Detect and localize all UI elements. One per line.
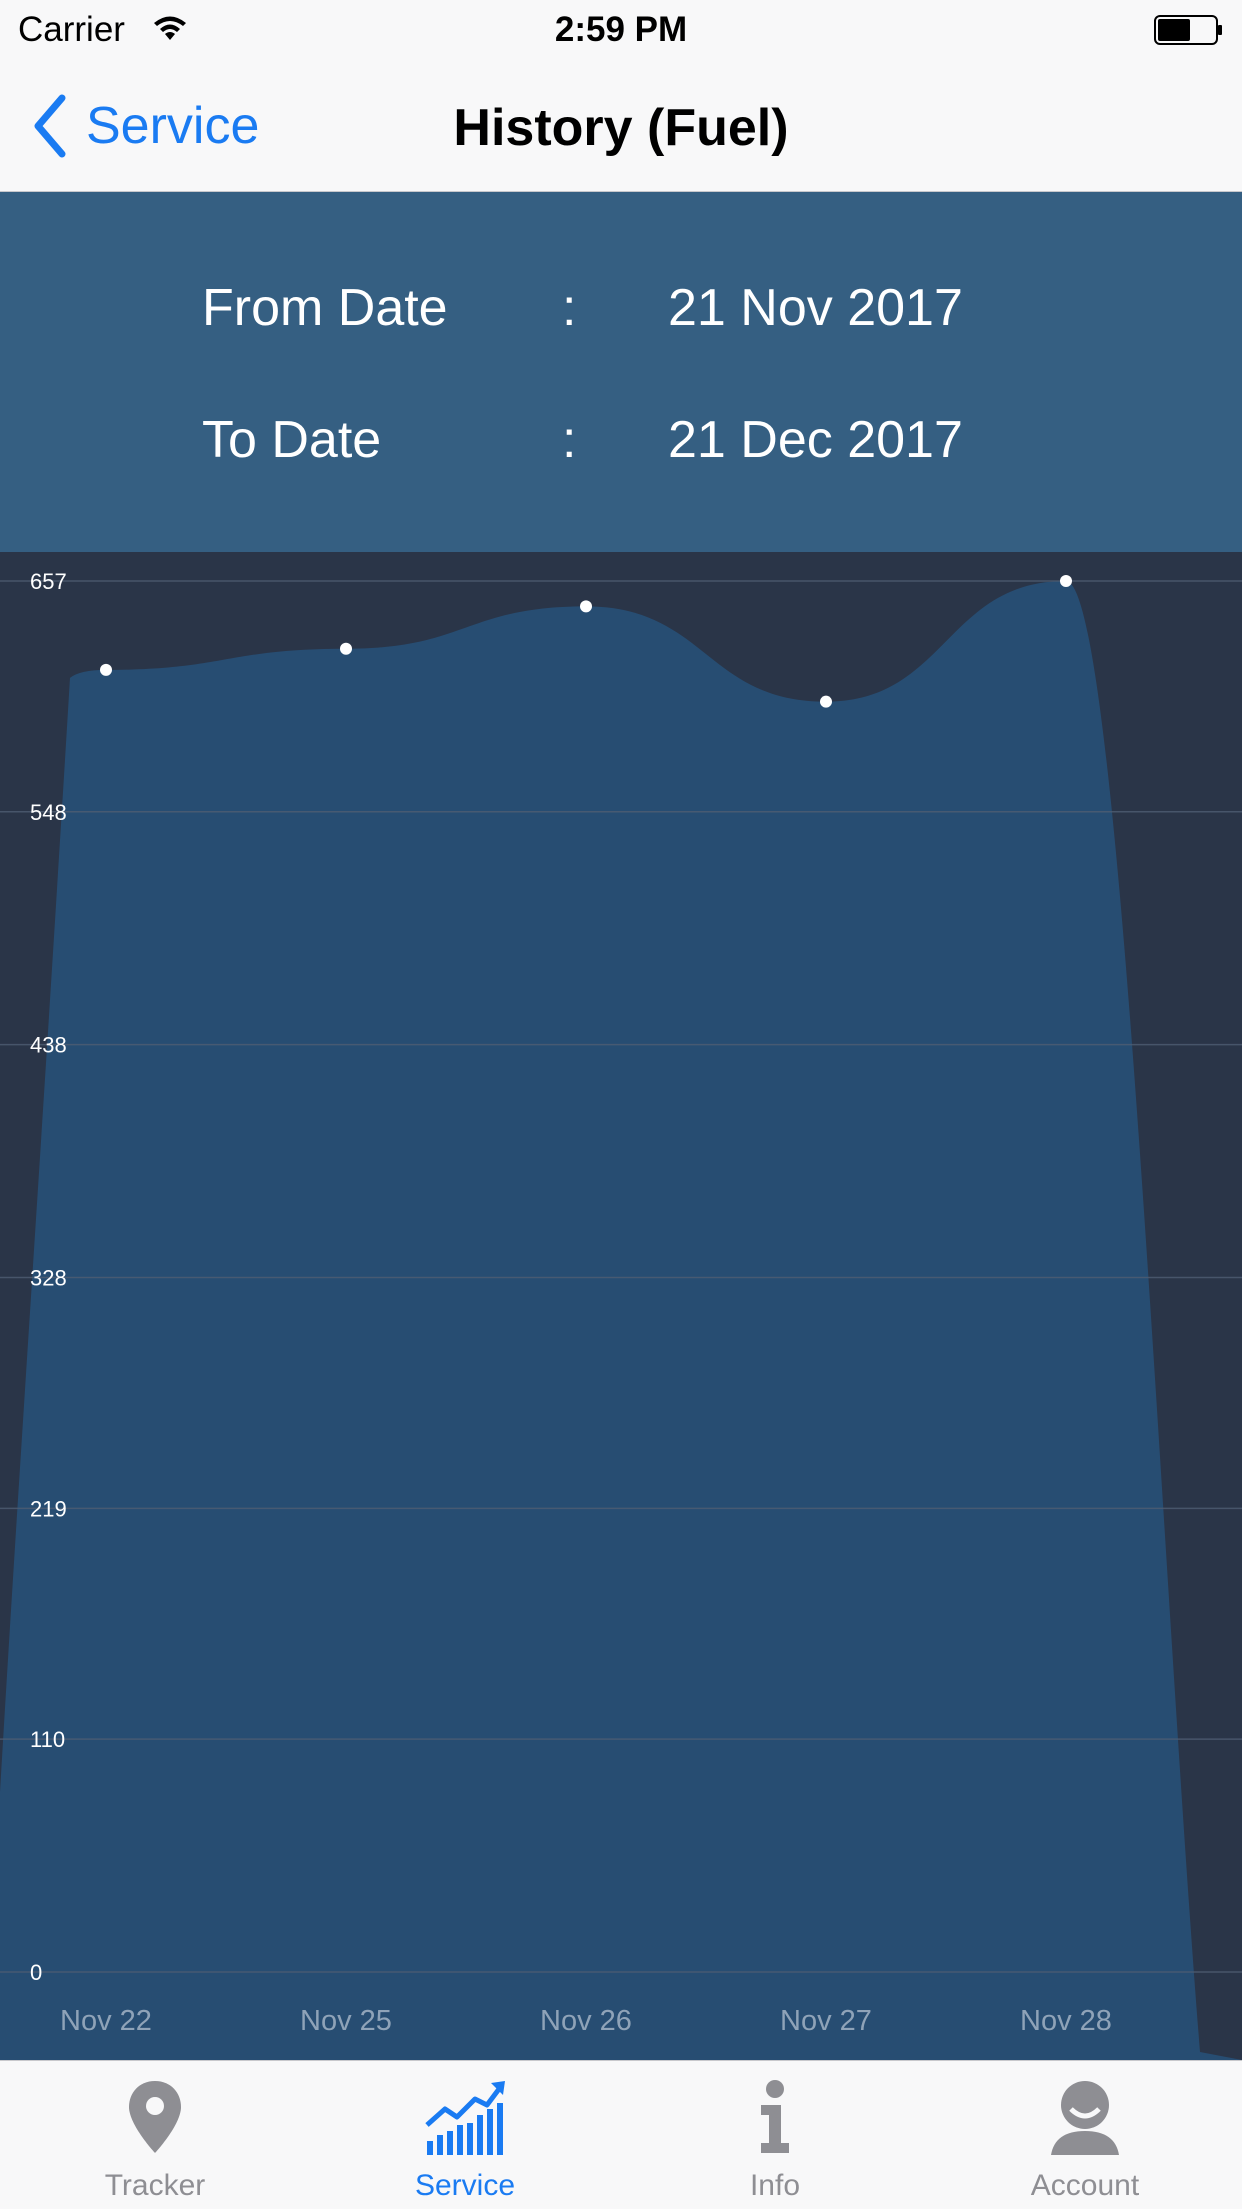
tab-service[interactable]: Service <box>310 2061 620 2209</box>
data-point <box>100 663 112 676</box>
status-bar: Carrier 2:59 PM <box>0 0 1242 60</box>
data-point <box>820 695 832 708</box>
from-date-row[interactable]: From Date : 21 Nov 2017 <box>0 278 1242 348</box>
y-tick-label: 328 <box>30 1266 67 1291</box>
y-tick-label: 438 <box>30 1033 67 1058</box>
tab-info-label: Info <box>749 2169 801 2202</box>
navigation-bar: Service History (Fuel) <box>0 60 1242 192</box>
to-date-value[interactable]: 21 Dec 2017 <box>668 411 963 469</box>
tab-tracker-label: Tracker <box>104 2169 206 2202</box>
trending-chart-icon <box>425 2081 505 2155</box>
battery-icon <box>1154 15 1222 45</box>
carrier-label: Carrier <box>18 10 125 49</box>
y-tick-label: 0 <box>30 1960 42 1985</box>
info-icon <box>761 2080 789 2153</box>
y-tick-label: 657 <box>30 569 67 594</box>
from-date-label: From Date <box>202 279 448 337</box>
account-icon <box>1051 2081 1119 2155</box>
tab-info[interactable]: Info <box>620 2061 930 2209</box>
y-tick-label: 548 <box>30 800 67 825</box>
tab-bar: Tracker Service <box>0 2060 1242 2209</box>
status-time: 2:59 PM <box>554 10 688 49</box>
tab-account-label: Account <box>1030 2169 1140 2202</box>
from-date-separator: : <box>562 279 577 337</box>
to-date-label: To Date <box>202 411 382 469</box>
back-button-label: Service <box>86 97 260 155</box>
data-point <box>580 600 592 613</box>
chevron-left-icon <box>34 94 66 158</box>
chart-area-fill <box>0 581 1242 2060</box>
date-range-panel: From Date : 21 Nov 2017 To Date : 21 Dec… <box>0 192 1242 552</box>
x-tick-label: Nov 27 <box>780 2005 872 2037</box>
data-point <box>340 642 352 655</box>
x-tick-label: Nov 26 <box>540 2005 632 2037</box>
fuel-history-chart: 0 110 219 328 438 548 657 Nov 22 Nov 25 Nov 26 Nov… <box>0 552 1242 2060</box>
data-point <box>1060 575 1072 587</box>
to-date-row[interactable]: To Date : 21 Dec 2017 <box>0 410 1242 480</box>
location-pin-icon <box>129 2081 181 2153</box>
x-tick-label: Nov 28 <box>1020 2005 1112 2037</box>
chart-svg: 0 110 219 328 438 548 657 Nov 22 Nov 25 Nov 26 Nov… <box>0 569 1242 2060</box>
back-button[interactable]: Service <box>30 90 259 162</box>
tab-service-label: Service <box>414 2169 516 2202</box>
wifi-icon <box>154 16 186 40</box>
page-title: History (Fuel) <box>453 99 789 157</box>
x-tick-label: Nov 25 <box>300 2005 392 2037</box>
tab-account[interactable]: Account <box>930 2061 1240 2209</box>
y-tick-label: 110 <box>30 1727 65 1752</box>
tab-tracker[interactable]: Tracker <box>0 2061 310 2209</box>
y-tick-label: 219 <box>30 1496 67 1521</box>
to-date-separator: : <box>562 411 577 469</box>
x-tick-label: Nov 22 <box>60 2005 152 2037</box>
from-date-value[interactable]: 21 Nov 2017 <box>668 279 963 337</box>
